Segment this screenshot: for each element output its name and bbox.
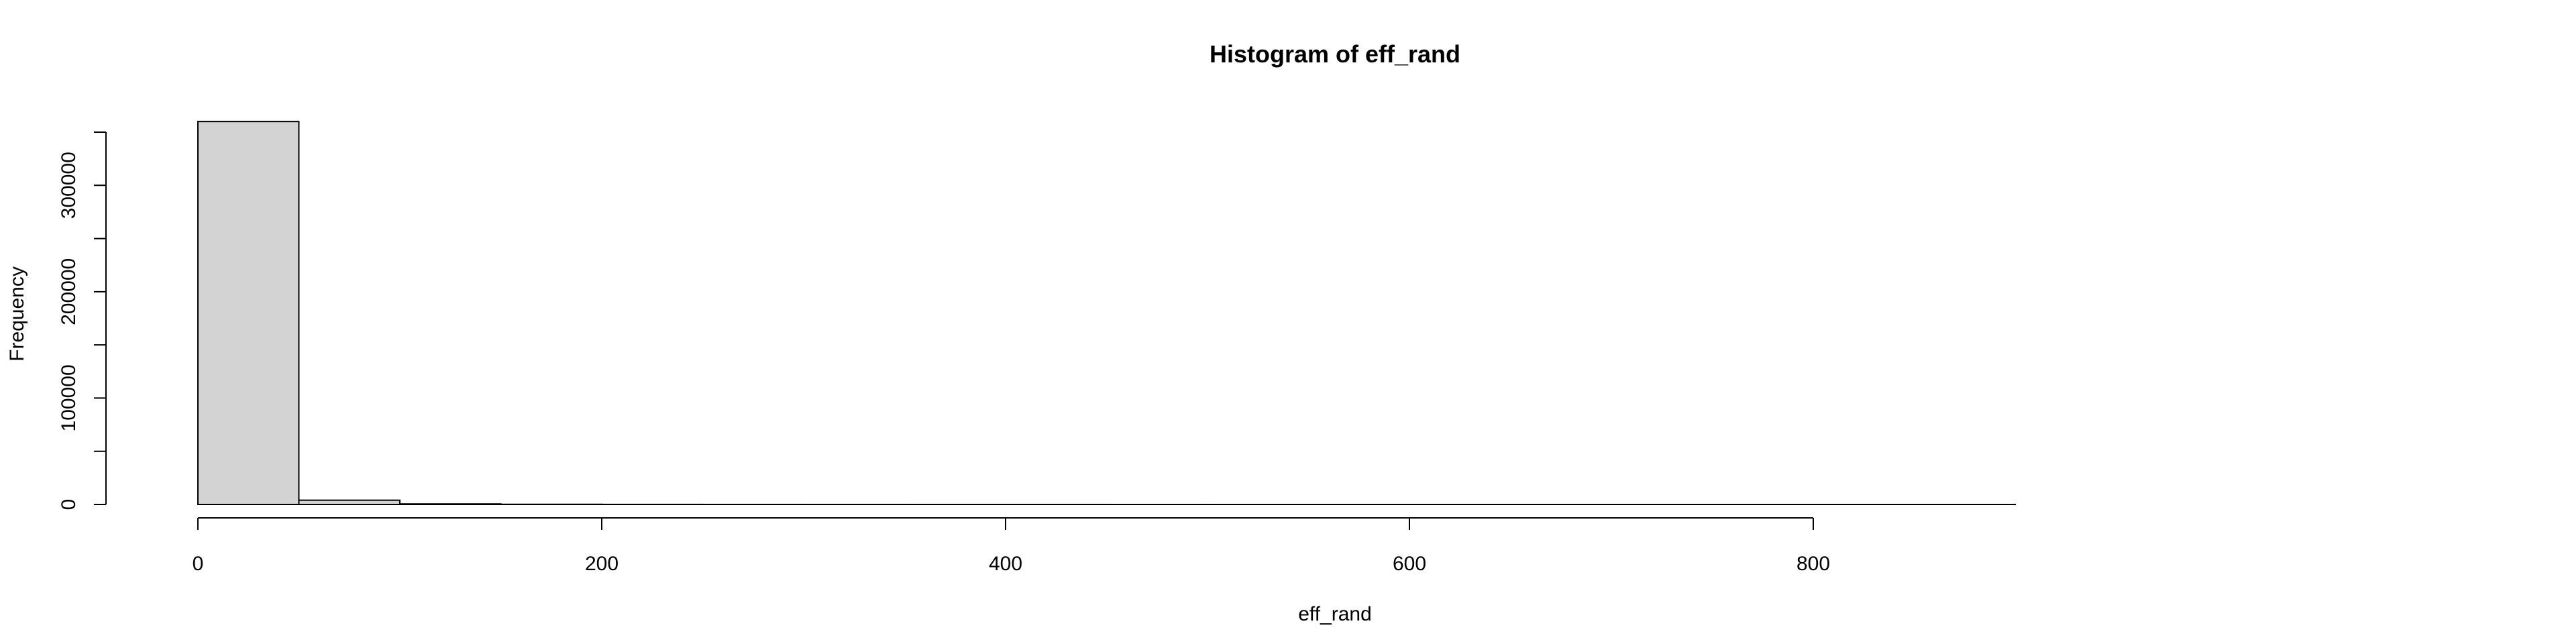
y-axis-tick-label: 200000 [58,258,80,325]
histogram-bars [197,121,2016,506]
x-axis-tick-label: 400 [989,553,1022,575]
y-axis-label: Frequency [6,266,28,362]
y-axis-tick-label: 100000 [58,364,80,431]
chart-title: Histogram of eff_rand [1210,40,1460,68]
x-axis-label: eff_rand [1298,603,1372,625]
y-axis-tick-label: 300000 [58,152,80,219]
histogram-bar [197,121,300,505]
x-axis: 0 200 400 600 800 [193,517,1830,575]
y-axis-tick-label: 0 [58,499,80,511]
histogram-bar [298,499,400,506]
x-axis-tick-label: 0 [193,553,204,575]
x-axis-tick-label: 200 [585,553,619,575]
y-axis: 0 100000 200000 300000 [58,131,107,511]
x-axis-tick-label: 800 [1796,553,1830,575]
x-axis-tick-label: 600 [1393,553,1426,575]
